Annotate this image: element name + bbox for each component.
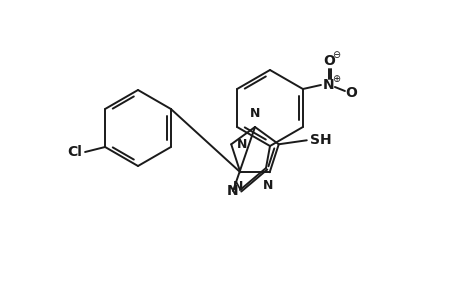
Text: N: N <box>233 180 243 193</box>
Text: N: N <box>249 107 260 120</box>
Text: Cl: Cl <box>67 145 82 159</box>
Text: ⊖: ⊖ <box>331 50 339 60</box>
Text: N: N <box>237 138 247 151</box>
Text: N: N <box>322 78 334 92</box>
Text: O: O <box>344 86 356 100</box>
Text: SH: SH <box>309 133 331 147</box>
Text: N: N <box>262 179 272 192</box>
Text: N: N <box>227 184 238 198</box>
Text: O: O <box>322 54 334 68</box>
Text: ⊕: ⊕ <box>331 74 339 84</box>
